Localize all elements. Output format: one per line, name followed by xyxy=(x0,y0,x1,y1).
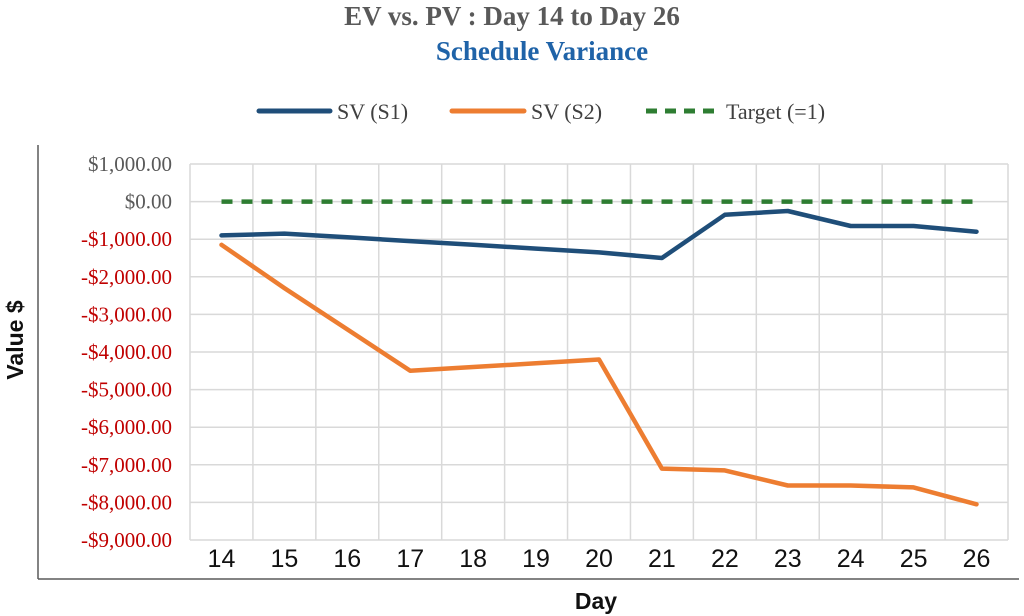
x-tick-label: 20 xyxy=(585,545,613,573)
series-lines xyxy=(219,199,979,507)
x-tick-label: 17 xyxy=(396,545,424,573)
y-tick-label: -$6,000.00 xyxy=(81,415,172,439)
y-tick-label: -$8,000.00 xyxy=(81,490,172,514)
chart-title: EV vs. PV : Day 14 to Day 26 xyxy=(344,1,680,31)
y-tick-label: $0.00 xyxy=(125,190,172,214)
x-axis-title: Day xyxy=(575,588,617,614)
series-line-1 xyxy=(219,208,979,261)
x-tick-label: 16 xyxy=(333,545,361,573)
y-tick-label: $1,000.00 xyxy=(88,152,172,176)
x-tick-label: 26 xyxy=(963,545,991,573)
x-tick-label: 15 xyxy=(270,545,298,573)
x-tick-label: 24 xyxy=(837,545,865,573)
legend-label-1: SV (S1) xyxy=(337,99,408,124)
y-tick-label: -$1,000.00 xyxy=(81,227,172,251)
y-tick-label: -$5,000.00 xyxy=(81,378,172,402)
x-tick-label: 19 xyxy=(522,545,550,573)
legend-label-3: Target (=1) xyxy=(726,99,825,124)
x-tick-label: 25 xyxy=(900,545,928,573)
gridlines xyxy=(189,163,1009,541)
legend: SV (S1) SV (S2) Target (=1) xyxy=(256,99,825,124)
series-line-2 xyxy=(219,242,979,507)
y-tick-label: -$2,000.00 xyxy=(81,265,172,289)
y-axis-title: Value $ xyxy=(2,300,28,379)
x-tick-label: 22 xyxy=(711,545,739,573)
x-tick-label: 21 xyxy=(648,545,676,573)
legend-label-2: SV (S2) xyxy=(531,99,602,124)
y-tick-label: -$9,000.00 xyxy=(81,528,172,552)
y-axis: $1,000.00 $0.00 -$1,000.00 -$2,000.00 -$3,00… xyxy=(81,152,172,552)
y-tick-label: -$7,000.00 xyxy=(81,453,172,477)
x-tick-label: 14 xyxy=(208,545,236,573)
chart-subtitle: Schedule Variance xyxy=(436,36,648,66)
x-tick-label: 23 xyxy=(774,545,802,573)
y-tick-label: -$4,000.00 xyxy=(81,340,172,364)
x-axis: 14 15 16 17 18 19 20 21 22 23 24 25 26 xyxy=(208,545,991,573)
y-tick-label: -$3,000.00 xyxy=(81,302,172,326)
x-tick-label: 18 xyxy=(459,545,487,573)
